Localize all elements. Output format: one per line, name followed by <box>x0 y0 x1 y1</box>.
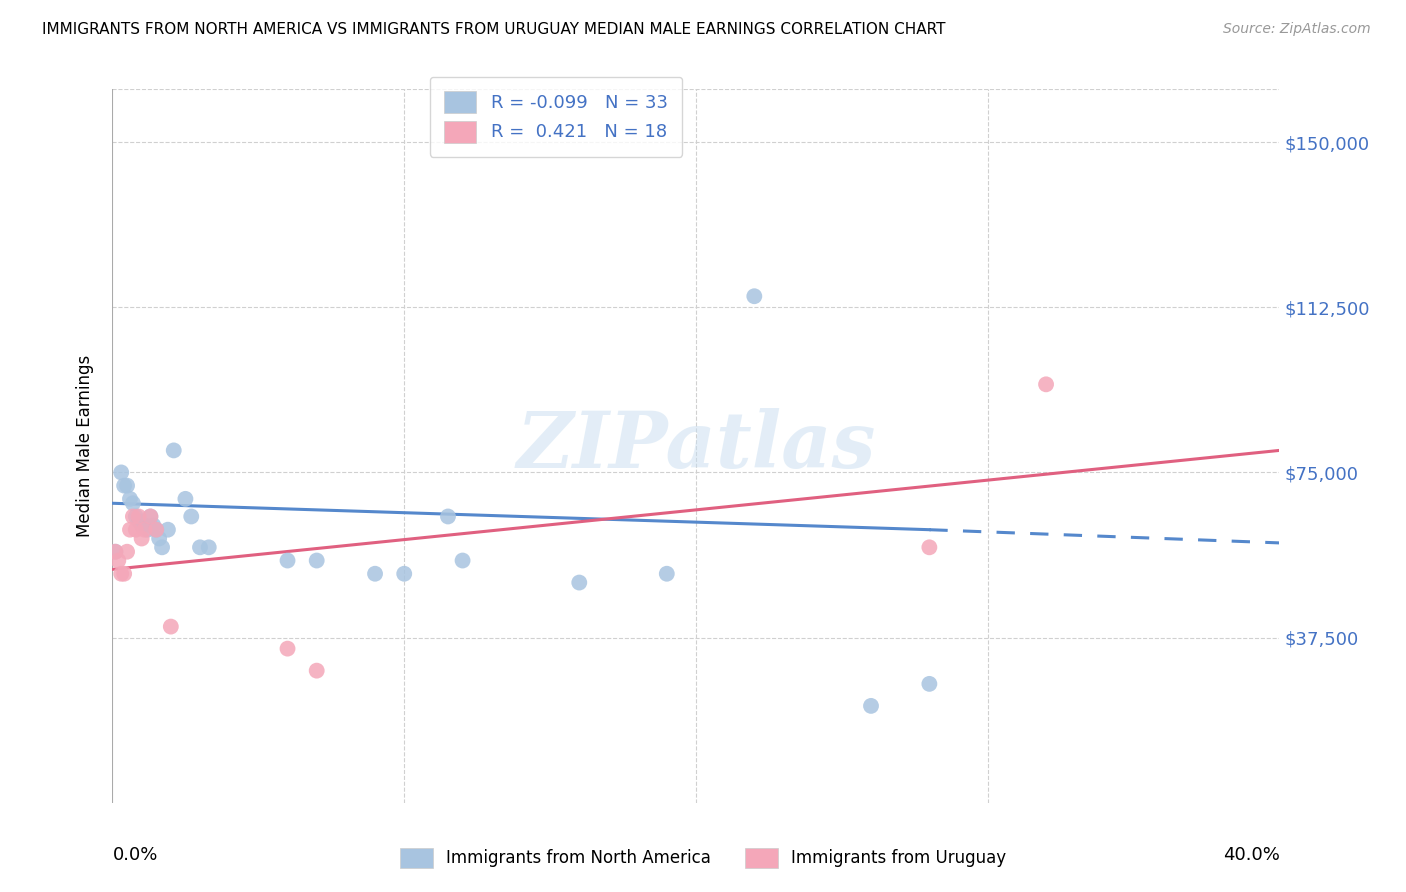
Point <box>305 553 328 567</box>
Point <box>451 553 474 567</box>
Point <box>104 545 127 559</box>
Point <box>131 532 153 546</box>
Point <box>163 443 186 458</box>
Point <box>742 289 765 303</box>
Point <box>1035 377 1057 392</box>
Point <box>918 541 941 555</box>
Point <box>118 491 141 506</box>
Point <box>110 466 132 480</box>
Point <box>115 545 138 559</box>
Point <box>131 518 153 533</box>
Point <box>174 491 197 506</box>
Point <box>122 496 145 510</box>
Point <box>276 553 298 567</box>
Point <box>188 541 211 555</box>
Text: 40.0%: 40.0% <box>1223 846 1279 863</box>
Point <box>197 541 219 555</box>
Point <box>122 509 145 524</box>
Point <box>860 698 883 713</box>
Y-axis label: Median Male Earnings: Median Male Earnings <box>76 355 94 537</box>
Point <box>180 509 202 524</box>
Text: ZIPatlas: ZIPatlas <box>516 408 876 484</box>
Point <box>134 523 156 537</box>
Point <box>394 566 416 581</box>
Point <box>112 566 135 581</box>
Point <box>437 509 460 524</box>
Point <box>125 509 148 524</box>
Point <box>118 523 141 537</box>
Point <box>139 509 162 524</box>
Point <box>128 514 150 528</box>
Point <box>145 523 167 537</box>
Point <box>568 575 591 590</box>
Point <box>160 619 183 633</box>
Point <box>134 518 156 533</box>
Point <box>655 566 678 581</box>
Point <box>276 641 298 656</box>
Point <box>142 518 165 533</box>
Point <box>364 566 387 581</box>
Point <box>125 523 148 537</box>
Point <box>107 553 129 567</box>
Point <box>110 566 132 581</box>
Point <box>104 545 127 559</box>
Point <box>150 541 173 555</box>
Legend: R = -0.099   N = 33, R =  0.421   N = 18: R = -0.099 N = 33, R = 0.421 N = 18 <box>429 77 682 157</box>
Text: Source: ZipAtlas.com: Source: ZipAtlas.com <box>1223 22 1371 37</box>
Point <box>156 523 179 537</box>
Point <box>139 509 162 524</box>
Text: 0.0%: 0.0% <box>112 846 157 863</box>
Point <box>115 478 138 492</box>
Point <box>305 664 328 678</box>
Point <box>148 532 170 546</box>
Point <box>136 523 159 537</box>
Point <box>918 677 941 691</box>
Point <box>145 523 167 537</box>
Legend: Immigrants from North America, Immigrants from Uruguay: Immigrants from North America, Immigrant… <box>394 841 1012 875</box>
Text: IMMIGRANTS FROM NORTH AMERICA VS IMMIGRANTS FROM URUGUAY MEDIAN MALE EARNINGS CO: IMMIGRANTS FROM NORTH AMERICA VS IMMIGRA… <box>42 22 946 37</box>
Point <box>128 509 150 524</box>
Point <box>112 478 135 492</box>
